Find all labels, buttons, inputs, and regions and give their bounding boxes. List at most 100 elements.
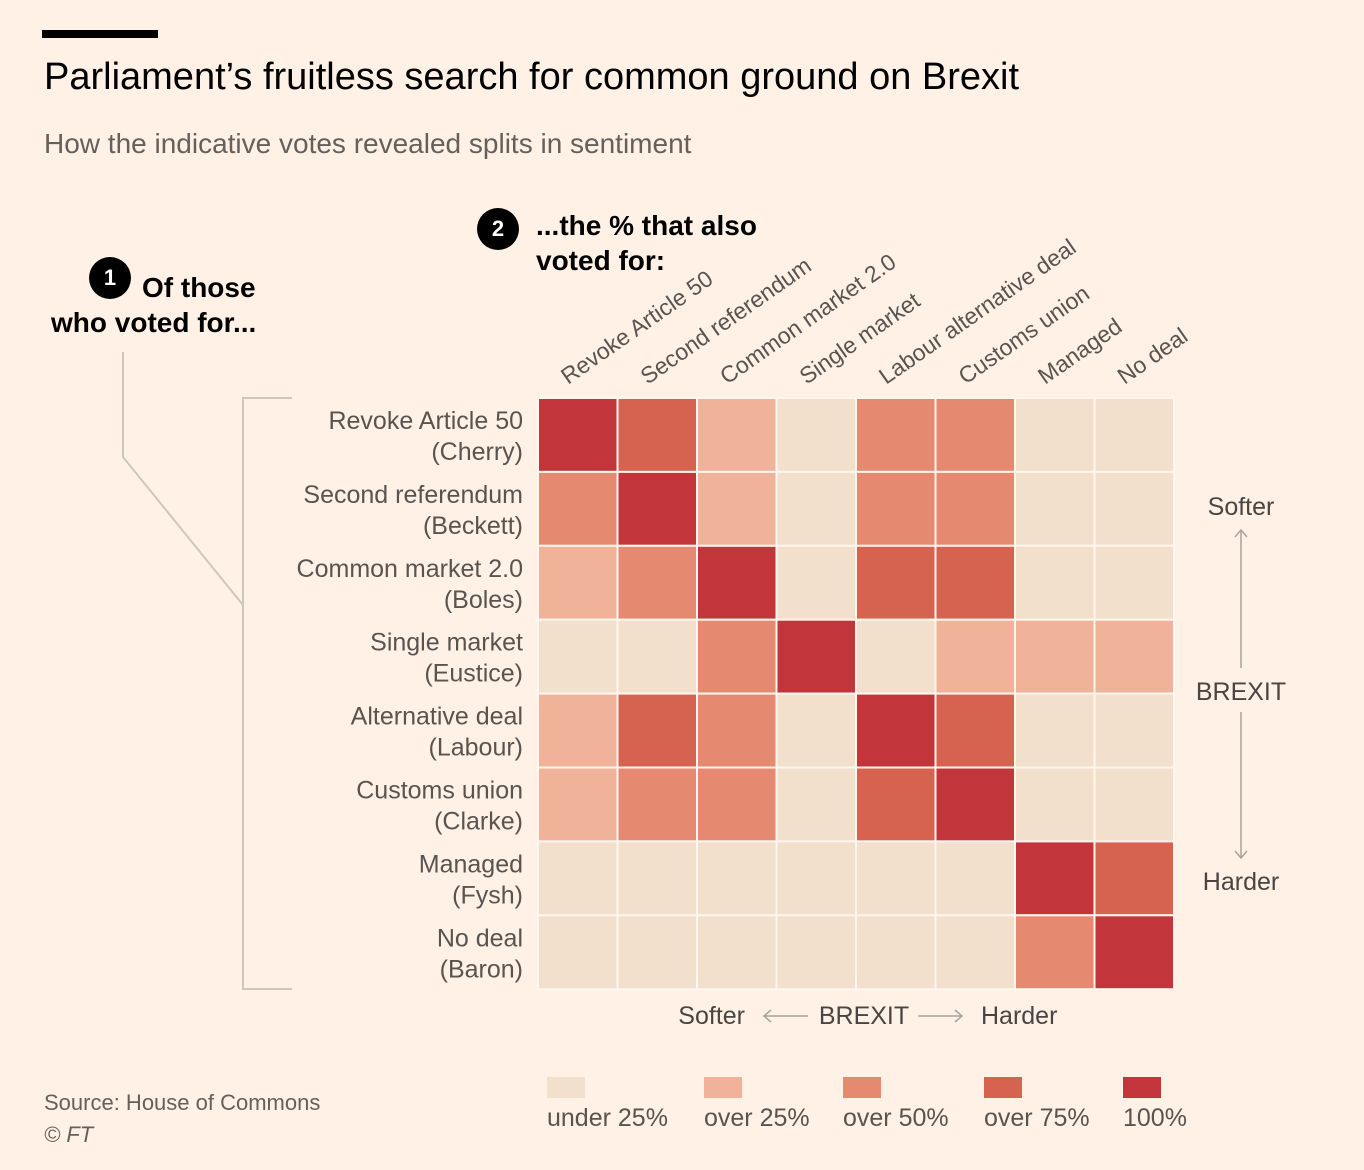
y-axis-down-arrowhead (1234, 850, 1248, 860)
chart-title: Parliament’s fruitless search for common… (44, 56, 1020, 98)
cell-revoke-article-50-x-common-market-2-0 (696, 397, 778, 473)
cell-revoke-article-50-x-customs-union (934, 397, 1016, 473)
cell-common-market-2-0-x-no-deal (1093, 544, 1175, 621)
legend-swatch-100 (1123, 1077, 1161, 1098)
row-label-managed: Managed (419, 850, 523, 878)
step-1-line-2: who voted for... (51, 307, 257, 338)
row-sponsor-common-market-2-0: (Boles) (444, 586, 523, 614)
row-sponsor-single-market: (Eustice) (424, 660, 523, 688)
cell-customs-union-x-second-referendum (616, 766, 698, 843)
cell-managed-x-single-market (775, 840, 857, 917)
x-axis-left-arrowhead (762, 1009, 772, 1023)
cell-alternative-deal-x-revoke-article-50 (537, 692, 619, 769)
cell-common-market-2-0-x-customs-union (934, 544, 1016, 621)
row-sponsor-second-referendum: (Beckett) (423, 512, 523, 540)
cell-alternative-deal-x-second-referendum (616, 692, 698, 769)
cell-alternative-deal-x-labour-alternative-deal (855, 692, 937, 769)
cell-common-market-2-0-x-revoke-article-50 (537, 544, 619, 621)
cell-second-referendum-x-revoke-article-50 (537, 470, 619, 547)
cell-revoke-article-50-x-labour-alternative-deal (855, 397, 937, 473)
cell-second-referendum-x-customs-union (934, 470, 1016, 547)
cell-common-market-2-0-x-common-market-2-0 (696, 544, 778, 621)
connector-line (122, 352, 244, 606)
row-sponsor-customs-union: (Clarke) (434, 807, 523, 835)
cell-managed-x-revoke-article-50 (537, 840, 619, 917)
top-rule (42, 30, 158, 38)
cell-single-market-x-labour-alternative-deal (855, 618, 937, 695)
cell-revoke-article-50-x-revoke-article-50 (537, 397, 619, 473)
row-sponsor-managed: (Fysh) (452, 881, 523, 909)
cell-managed-x-second-referendum (616, 840, 698, 917)
row-label-second-referendum: Second referendum (303, 481, 523, 509)
cell-second-referendum-x-labour-alternative-deal (855, 470, 937, 547)
row-sponsor-revoke-article-50: (Cherry) (431, 438, 523, 466)
cell-customs-union-x-common-market-2-0 (696, 766, 778, 843)
step-2-badge: 2 (477, 208, 519, 250)
cell-alternative-deal-x-customs-union (934, 692, 1016, 769)
row-sponsor-alternative-deal: (Labour) (429, 734, 524, 762)
heatmap-cells (537, 397, 1175, 991)
x-axis-softer-label: Softer (678, 1002, 745, 1030)
row-label-single-market: Single market (370, 629, 523, 657)
row-labels: Revoke Article 50 (Cherry) Second referend… (297, 407, 524, 983)
cell-single-market-x-common-market-2-0 (696, 618, 778, 695)
cell-second-referendum-x-common-market-2-0 (696, 470, 778, 547)
legend-swatch-over-50 (843, 1077, 881, 1098)
legend-label-100: 100% (1123, 1104, 1187, 1132)
step-1-line-1: Of those (142, 272, 256, 303)
cell-no-deal-x-common-market-2-0 (696, 914, 778, 991)
credit-note: © FT (44, 1122, 94, 1147)
cell-second-referendum-x-managed (1014, 470, 1096, 547)
cell-customs-union-x-customs-union (934, 766, 1016, 843)
row-label-alternative-deal: Alternative deal (351, 703, 523, 731)
legend-label-under-25: under 25% (547, 1104, 668, 1132)
cell-customs-union-x-single-market (775, 766, 857, 843)
cell-managed-x-managed (1014, 840, 1096, 917)
row-sponsor-no-deal: (Baron) (440, 955, 523, 983)
step-2-line-2: voted for: (536, 245, 666, 276)
cell-managed-x-no-deal (1093, 840, 1175, 917)
cell-customs-union-x-labour-alternative-deal (855, 766, 937, 843)
y-axis-softer-label: Softer (1208, 493, 1275, 521)
cell-no-deal-x-managed (1014, 914, 1096, 991)
cell-alternative-deal-x-no-deal (1093, 692, 1175, 769)
y-axis-brexit-label: BREXIT (1196, 678, 1286, 706)
legend-label-over-75: over 75% (984, 1104, 1090, 1132)
legend-swatch-over-25 (704, 1077, 742, 1098)
cell-common-market-2-0-x-single-market (775, 544, 857, 621)
y-axis-up-arrowhead (1234, 528, 1248, 538)
legend-swatch-over-75 (984, 1077, 1022, 1098)
x-axis-harder-label: Harder (981, 1002, 1057, 1030)
cell-common-market-2-0-x-labour-alternative-deal (855, 544, 937, 621)
cell-customs-union-x-no-deal (1093, 766, 1175, 843)
cell-single-market-x-managed (1014, 618, 1096, 695)
cell-managed-x-common-market-2-0 (696, 840, 778, 917)
x-axis-right-arrowhead (954, 1009, 964, 1023)
legend-swatch-under-25 (547, 1077, 585, 1098)
row-label-revoke-article-50: Revoke Article 50 (328, 407, 523, 435)
x-axis-brexit-label: BREXIT (819, 1002, 909, 1030)
cell-no-deal-x-revoke-article-50 (537, 914, 619, 991)
cell-common-market-2-0-x-managed (1014, 544, 1096, 621)
row-bracket (242, 397, 292, 990)
cell-revoke-article-50-x-no-deal (1093, 397, 1175, 473)
y-axis-harder-label: Harder (1203, 868, 1279, 896)
cell-single-market-x-no-deal (1093, 618, 1175, 695)
row-label-common-market-2-0: Common market 2.0 (297, 555, 523, 583)
source-note: Source: House of Commons (44, 1090, 321, 1115)
cell-no-deal-x-customs-union (934, 914, 1016, 991)
cell-second-referendum-x-second-referendum (616, 470, 698, 547)
cell-second-referendum-x-no-deal (1093, 470, 1175, 547)
row-label-no-deal: No deal (437, 924, 523, 952)
cell-no-deal-x-single-market (775, 914, 857, 991)
cell-single-market-x-second-referendum (616, 618, 698, 695)
legend-label-over-50: over 50% (843, 1104, 949, 1132)
cell-managed-x-customs-union (934, 840, 1016, 917)
cell-single-market-x-revoke-article-50 (537, 618, 619, 695)
cell-managed-x-labour-alternative-deal (855, 840, 937, 917)
cell-customs-union-x-managed (1014, 766, 1096, 843)
step-1-badge: 1 (89, 257, 131, 299)
cell-alternative-deal-x-managed (1014, 692, 1096, 769)
legend: under 25% over 25% over 50% over 75% 100% (547, 1077, 1187, 1132)
